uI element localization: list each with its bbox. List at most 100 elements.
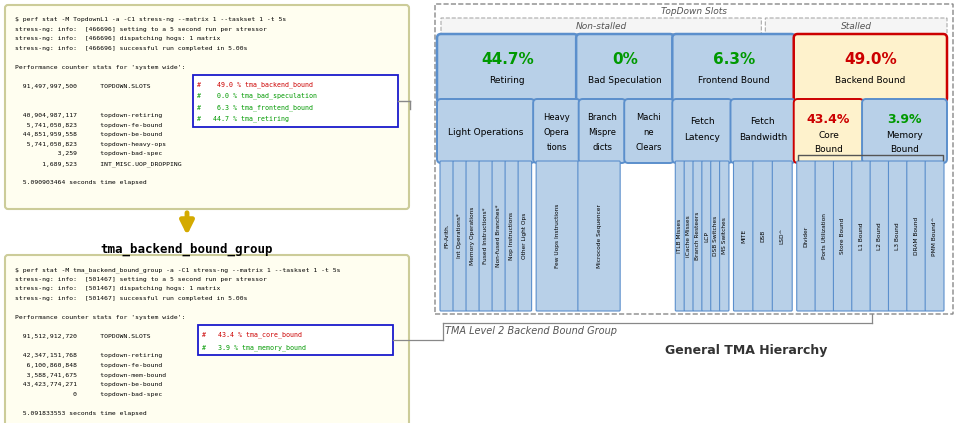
Text: stress-ng: info:  [501467] dispatching hogs: 1 matrix: stress-ng: info: [501467] dispatching ho…: [15, 286, 220, 291]
FancyBboxPatch shape: [193, 75, 398, 127]
FancyBboxPatch shape: [466, 161, 479, 311]
FancyBboxPatch shape: [672, 99, 732, 163]
Text: 43.4%: 43.4%: [807, 113, 851, 126]
FancyBboxPatch shape: [793, 34, 947, 102]
FancyBboxPatch shape: [772, 161, 792, 311]
FancyBboxPatch shape: [505, 161, 519, 311]
Text: FP-Arith.: FP-Arith.: [444, 224, 449, 248]
Text: 3.9%: 3.9%: [887, 113, 922, 126]
Text: 44.7%: 44.7%: [481, 52, 534, 67]
Text: 91,497,997,500      TOPDOWN.SLOTS: 91,497,997,500 TOPDOWN.SLOTS: [15, 84, 150, 89]
Text: Frontend Bound: Frontend Bound: [698, 76, 769, 85]
FancyBboxPatch shape: [5, 5, 409, 209]
Text: Fused Instructions*: Fused Instructions*: [483, 208, 488, 264]
Text: tma_backend_bound_group: tma_backend_bound_group: [100, 243, 274, 256]
Text: 5.090903464 seconds time elapsed: 5.090903464 seconds time elapsed: [15, 180, 146, 185]
Text: Store Bound: Store Bound: [840, 218, 845, 254]
Text: Few Uops Instructions: Few Uops Instructions: [555, 204, 560, 268]
FancyBboxPatch shape: [435, 4, 953, 314]
Text: Heavy: Heavy: [544, 113, 570, 122]
Text: $ perf stat -M TopdownL1 -a -C1 stress-ng --matrix 1 --taskset 1 -t 5s: $ perf stat -M TopdownL1 -a -C1 stress-n…: [15, 17, 286, 22]
Text: Non-fused Branches*: Non-fused Branches*: [497, 205, 501, 267]
Text: Branch: Branch: [588, 113, 617, 122]
Text: Bound: Bound: [814, 145, 843, 154]
Text: #   3.9 % tma_memory_bound: # 3.9 % tma_memory_bound: [202, 344, 306, 351]
FancyBboxPatch shape: [672, 34, 795, 102]
Text: stress-ng: info:  [466696] dispatching hogs: 1 matrix: stress-ng: info: [466696] dispatching ho…: [15, 36, 220, 41]
Text: Latency: Latency: [684, 133, 720, 142]
FancyBboxPatch shape: [852, 161, 871, 311]
Text: Clears: Clears: [635, 143, 662, 152]
Text: stress-ng: info:  [501467] successful run completed in 5.00s: stress-ng: info: [501467] successful run…: [15, 296, 248, 301]
Text: ne: ne: [644, 128, 655, 137]
Text: stress-ng: info:  [501467] setting to a 5 second run per stressor: stress-ng: info: [501467] setting to a 5…: [15, 277, 267, 282]
FancyBboxPatch shape: [693, 161, 702, 311]
Text: Nop Instructions: Nop Instructions: [509, 212, 514, 260]
Text: Mispre: Mispre: [589, 128, 616, 137]
Text: MITE: MITE: [741, 229, 746, 243]
Text: stress-ng: info:  [466696] successful run completed in 5.00s: stress-ng: info: [466696] successful run…: [15, 46, 248, 51]
Text: Retiring: Retiring: [489, 76, 525, 85]
FancyBboxPatch shape: [576, 34, 674, 102]
Text: 0%: 0%: [612, 52, 638, 67]
Text: 5.091833553 seconds time elapsed: 5.091833553 seconds time elapsed: [15, 411, 146, 416]
Text: #    49.0 % tma_backend_bound: # 49.0 % tma_backend_bound: [197, 81, 313, 88]
FancyBboxPatch shape: [797, 161, 815, 311]
Text: Fetch: Fetch: [690, 117, 715, 126]
Text: 49.0%: 49.0%: [844, 52, 897, 67]
Text: iCache Misses: iCache Misses: [686, 215, 691, 257]
Text: Opera: Opera: [544, 128, 569, 137]
Text: 91,512,912,720      TOPDOWN.SLOTS: 91,512,912,720 TOPDOWN.SLOTS: [15, 334, 150, 339]
Text: #    6.3 % tma_frontend_bound: # 6.3 % tma_frontend_bound: [197, 104, 313, 111]
Text: #    0.0 % tma_bad_speculation: # 0.0 % tma_bad_speculation: [197, 93, 317, 99]
FancyBboxPatch shape: [5, 255, 409, 423]
FancyBboxPatch shape: [730, 99, 795, 163]
Text: 44,851,959,558      topdown-be-bound: 44,851,959,558 topdown-be-bound: [15, 132, 163, 137]
Text: Performance counter stats for 'system wide':: Performance counter stats for 'system wi…: [15, 65, 186, 70]
FancyBboxPatch shape: [440, 161, 454, 311]
Text: DSB: DSB: [761, 230, 766, 242]
FancyBboxPatch shape: [441, 18, 762, 34]
Text: DSB Switches: DSB Switches: [713, 216, 718, 256]
FancyBboxPatch shape: [518, 161, 531, 311]
Text: 1,689,523      INT_MISC.UOP_DROPPING: 1,689,523 INT_MISC.UOP_DROPPING: [15, 161, 182, 167]
FancyBboxPatch shape: [579, 99, 626, 163]
Text: Stalled: Stalled: [840, 22, 872, 31]
Text: tions: tions: [546, 143, 567, 152]
Text: Non-stalled: Non-stalled: [575, 22, 627, 31]
Text: stress-ng: info:  [466696] setting to a 5 second run per stressor: stress-ng: info: [466696] setting to a 5…: [15, 27, 267, 32]
FancyBboxPatch shape: [453, 161, 466, 311]
Text: Int Operations*: Int Operations*: [457, 214, 462, 258]
FancyBboxPatch shape: [793, 99, 863, 163]
FancyBboxPatch shape: [733, 161, 753, 311]
FancyBboxPatch shape: [492, 161, 505, 311]
Text: Branch Resteers: Branch Resteers: [695, 212, 701, 260]
FancyBboxPatch shape: [925, 161, 944, 311]
FancyBboxPatch shape: [578, 161, 620, 311]
Text: Backend Bound: Backend Bound: [835, 76, 905, 85]
Text: 6.3%: 6.3%: [713, 52, 755, 67]
Text: 5,741,050,823      topdown-fe-bound: 5,741,050,823 topdown-fe-bound: [15, 123, 163, 128]
Text: L2 Bound: L2 Bound: [877, 222, 882, 250]
Text: Core: Core: [818, 131, 839, 140]
Text: 42,347,151,768      topdown-retiring: 42,347,151,768 topdown-retiring: [15, 353, 163, 358]
Text: 6,100,860,848      topdown-fe-bound: 6,100,860,848 topdown-fe-bound: [15, 363, 163, 368]
FancyBboxPatch shape: [870, 161, 889, 311]
Text: 40,904,987,117      topdown-retiring: 40,904,987,117 topdown-retiring: [15, 113, 163, 118]
Text: dicts: dicts: [592, 143, 612, 152]
Text: #   44.7 % tma_retiring: # 44.7 % tma_retiring: [197, 115, 289, 122]
Text: Other Light Ops: Other Light Ops: [523, 213, 527, 259]
Text: Divider: Divider: [804, 225, 809, 247]
Text: PMM Bound^: PMM Bound^: [932, 216, 937, 255]
Text: LCP: LCP: [704, 231, 709, 242]
FancyBboxPatch shape: [437, 34, 578, 102]
Text: ITLB Misses: ITLB Misses: [678, 219, 682, 253]
FancyBboxPatch shape: [198, 325, 393, 355]
FancyBboxPatch shape: [701, 161, 711, 311]
Text: Bad Speculation: Bad Speculation: [589, 76, 662, 85]
FancyBboxPatch shape: [907, 161, 925, 311]
FancyBboxPatch shape: [815, 161, 834, 311]
Text: Performance counter stats for 'system wide':: Performance counter stats for 'system wi…: [15, 315, 186, 320]
FancyBboxPatch shape: [888, 161, 907, 311]
Text: Bound: Bound: [890, 145, 919, 154]
